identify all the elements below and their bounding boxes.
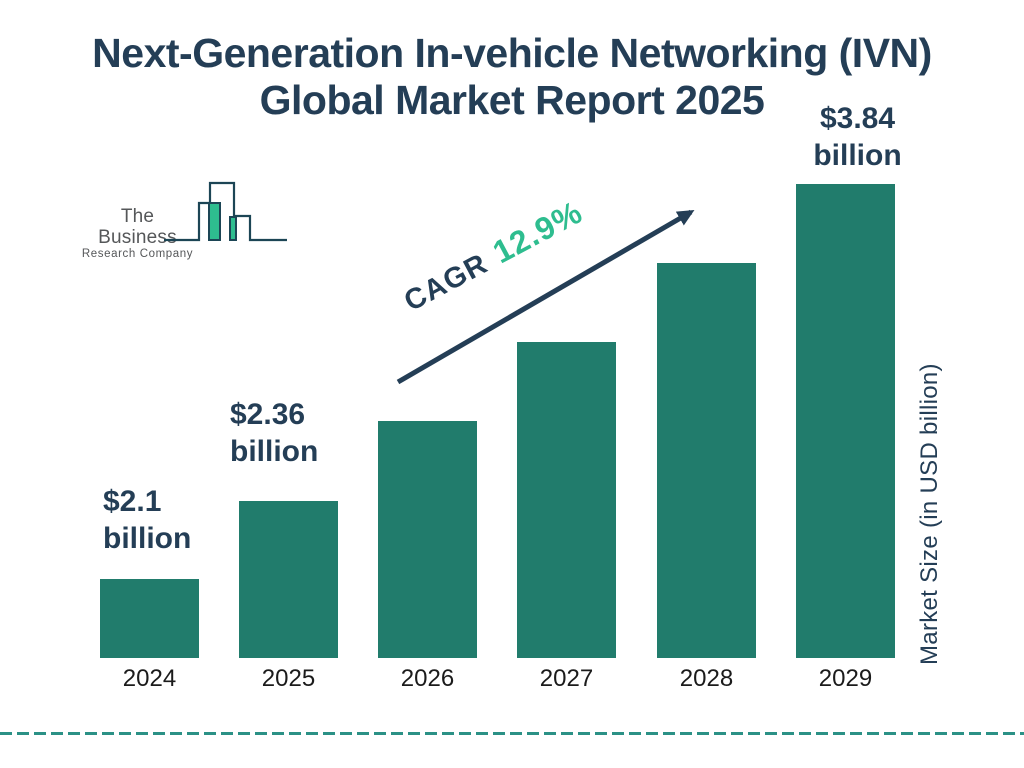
x-tick-2026: 2026	[400, 665, 455, 692]
company-logo-name: The Business	[98, 206, 177, 248]
y-axis-label: Market Size (in USD billion)	[916, 363, 943, 665]
bar-2027	[517, 342, 616, 658]
bar-2024	[100, 579, 199, 658]
value-label-2025-unit: billion	[230, 435, 319, 468]
chart-title-line-1: Next-Generation In-vehicle Networking (I…	[92, 30, 932, 76]
value-label-2025: $2.36 billion	[230, 396, 318, 470]
company-logo-subname: Research Company	[81, 248, 194, 260]
company-logo: The Business Research Company	[80, 180, 295, 260]
x-tick-2028: 2028	[679, 665, 734, 692]
value-label-2024-unit: billion	[103, 522, 192, 555]
bar-2029	[796, 184, 895, 658]
bar-2026	[378, 421, 477, 658]
bottom-dashed-divider	[0, 732, 1024, 735]
value-label-2029-amount: $3.84	[819, 102, 896, 135]
value-label-2024-amount: $2.1	[103, 485, 162, 518]
value-label-2025-amount: $2.36	[230, 398, 306, 431]
logo-bars-icon	[164, 181, 287, 242]
value-label-2029: $3.84 billion	[790, 100, 925, 174]
x-tick-2024: 2024	[122, 665, 177, 692]
chart-title-line-2: Global Market Report 2025	[259, 77, 765, 123]
chart-title: Next-Generation In-vehicle Networking (I…	[0, 30, 1024, 124]
x-tick-2027: 2027	[539, 665, 594, 692]
value-label-2024: $2.1 billion	[103, 483, 191, 557]
bar-2028	[657, 263, 756, 658]
x-tick-2029: 2029	[818, 665, 873, 692]
growth-arrow-icon	[396, 209, 695, 385]
company-logo-text: The Business Research Company	[80, 206, 195, 261]
value-label-2029-unit: billion	[813, 139, 902, 172]
bar-2025	[239, 501, 338, 658]
x-tick-2025: 2025	[261, 665, 316, 692]
